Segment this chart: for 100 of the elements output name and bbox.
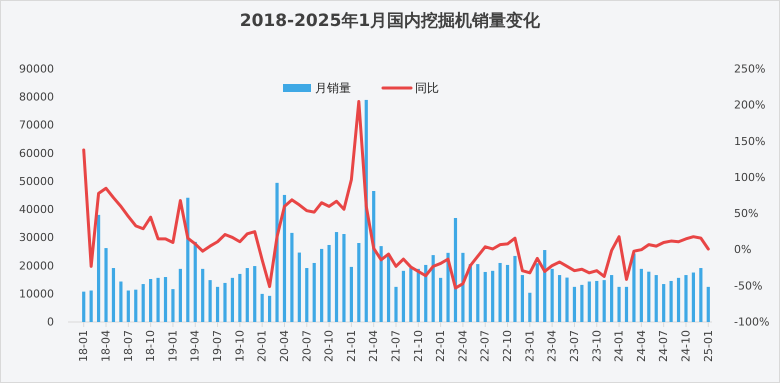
x-tick-label: 21-10 <box>412 330 425 362</box>
bar <box>706 286 710 322</box>
bar <box>394 286 398 322</box>
bar <box>528 292 532 322</box>
bar <box>90 290 93 322</box>
bar <box>357 243 360 322</box>
bar <box>253 266 256 322</box>
y-tick-label: 90000 <box>19 62 54 76</box>
bar <box>216 286 220 322</box>
x-tick-label: 21-04 <box>367 330 380 362</box>
bar <box>186 198 190 322</box>
y-tick-label: 80000 <box>19 90 54 104</box>
chart-title: 2018-2025年1月国内挖掘机销量变化 <box>240 11 542 31</box>
bar <box>223 282 227 322</box>
x-tick-label: 24-01 <box>612 330 626 362</box>
bar <box>595 280 598 322</box>
bar <box>164 277 168 322</box>
y2-tick-label: 150% <box>734 134 766 148</box>
bar <box>112 268 116 322</box>
bar <box>476 264 480 322</box>
bar <box>230 278 234 322</box>
bar <box>342 234 346 322</box>
x-tick-label: 24-04 <box>634 330 648 362</box>
bar <box>386 256 390 322</box>
bar <box>246 268 249 322</box>
x-tick-label: 20-07 <box>300 330 314 362</box>
x-tick-label: 21-07 <box>390 330 402 362</box>
bar <box>238 274 242 322</box>
bar <box>312 262 316 322</box>
bar <box>602 280 606 322</box>
y2-tick-label: 250% <box>734 62 766 76</box>
x-tick-label: 23-10 <box>590 330 604 362</box>
bar <box>96 214 100 322</box>
bar <box>640 268 643 322</box>
y2-tick-label: 50% <box>734 207 758 220</box>
bar <box>194 242 197 322</box>
y-tick-label: 20000 <box>19 259 54 272</box>
bar <box>171 289 175 322</box>
x-tick-label: 22-04 <box>456 330 470 362</box>
x-tick-label: 19-01 <box>166 330 180 362</box>
bar <box>402 270 406 322</box>
bar <box>520 275 524 322</box>
bar <box>536 263 539 322</box>
bar <box>513 256 517 322</box>
bar <box>506 264 510 322</box>
bar <box>572 286 576 322</box>
bar <box>298 252 301 322</box>
y-tick-label: 60000 <box>19 146 54 160</box>
x-tick-label: 20-04 <box>278 330 291 362</box>
bar <box>662 284 666 322</box>
bar <box>676 278 680 322</box>
y-tick-label: 40000 <box>19 203 54 216</box>
bar <box>156 278 160 322</box>
bar <box>142 284 145 322</box>
bar <box>699 268 702 322</box>
x-tick-label: 18-04 <box>100 330 113 362</box>
x-tick-label: 24-10 <box>679 330 692 362</box>
x-tick-label: 19-10 <box>233 330 246 362</box>
x-tick-label: 24-07 <box>657 330 670 362</box>
x-tick-label: 22-07 <box>478 330 492 362</box>
x-tick-label: 19-07 <box>211 330 224 362</box>
x-tick-label: 25-01 <box>702 330 715 362</box>
bar <box>134 290 138 322</box>
bar <box>610 275 614 322</box>
bar <box>350 266 353 322</box>
x-tick-label: 18-10 <box>144 330 158 362</box>
bar <box>498 262 502 322</box>
x-tick-label: 21-01 <box>344 330 358 362</box>
bar <box>260 294 264 322</box>
x-tick-label: 20-01 <box>256 330 269 362</box>
bar <box>119 282 122 322</box>
y2-tick-label: 0% <box>734 243 752 256</box>
y2-tick-label: -100% <box>734 316 770 328</box>
bar <box>201 268 204 322</box>
bar <box>320 248 324 322</box>
bar <box>684 275 688 322</box>
legend-label: 月销量 <box>315 81 351 95</box>
bar <box>149 278 152 322</box>
bar <box>439 278 442 322</box>
y2-tick-label: 100% <box>734 170 766 184</box>
bar <box>208 280 212 322</box>
bar <box>126 290 130 322</box>
y-tick-label: 50000 <box>19 174 54 188</box>
bar <box>416 268 420 322</box>
bar <box>409 268 412 322</box>
bar <box>692 272 696 322</box>
bar <box>670 280 673 322</box>
bar <box>543 250 546 322</box>
bar <box>565 278 569 322</box>
bar <box>424 264 428 322</box>
x-tick-label: 23-07 <box>568 330 581 362</box>
y-tick-label: 0 <box>47 316 54 328</box>
bar <box>82 292 86 322</box>
x-tick-label: 23-04 <box>546 330 559 362</box>
y-tick-label: 30000 <box>19 231 54 244</box>
bar <box>104 248 108 322</box>
x-tick-label: 22-10 <box>501 330 514 362</box>
bar <box>550 268 554 322</box>
y2-tick-label: 200% <box>734 98 766 112</box>
bar <box>491 270 494 322</box>
